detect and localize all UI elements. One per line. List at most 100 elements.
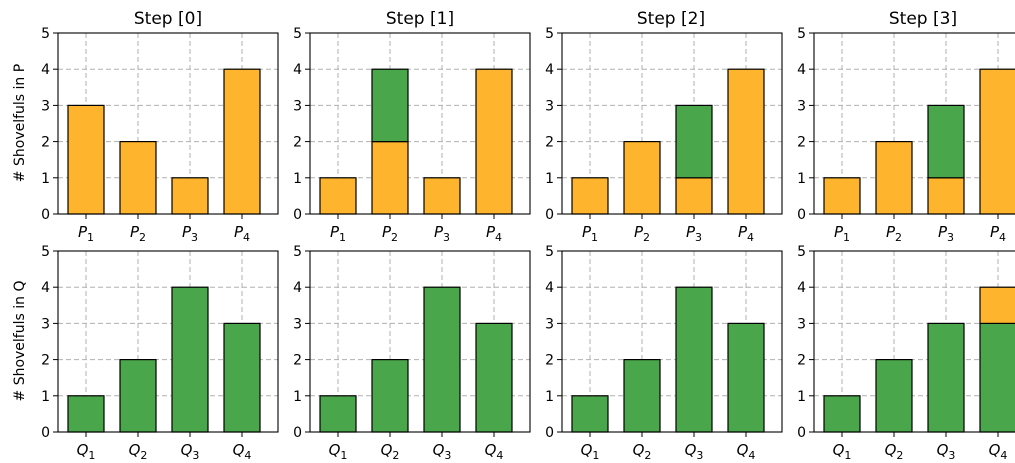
x-tick-label-q3: Q3 — [433, 441, 452, 462]
x-tick-label-p1: P1 — [582, 223, 598, 244]
y-tick-label: 1 — [797, 171, 806, 187]
panel-r0-c3: 0 1 2 3 4 5 P1 P2 P3 P4 — [797, 26, 1015, 244]
x-tick-label-q4: Q4 — [989, 441, 1008, 462]
y-tick-label: 1 — [293, 171, 302, 187]
y-tick-label: 1 — [545, 389, 554, 405]
y-tick-label: 5 — [545, 26, 554, 42]
y-tick-label: 5 — [293, 26, 302, 42]
x-tick-label-p2: P2 — [886, 223, 902, 244]
x-tick-label-q1: Q1 — [329, 441, 348, 462]
x-tick-label-p1: P1 — [330, 223, 346, 244]
x-tick-label-q1: Q1 — [581, 441, 600, 462]
x-tick-label-q3: Q3 — [685, 441, 704, 462]
y-tick-label: 0 — [545, 425, 554, 441]
y-tick-label: 5 — [797, 26, 806, 42]
x-tick-label-q3: Q3 — [937, 441, 956, 462]
bar-green-q3 — [675, 286, 713, 433]
y-tick-label: 5 — [293, 244, 302, 260]
x-tick-label-p2: P2 — [130, 223, 146, 244]
step-title-2: Step [2] — [637, 9, 705, 29]
x-tick-label-p4: P4 — [738, 223, 754, 244]
y-tick-label: 5 — [545, 244, 554, 260]
y-tick-label: 3 — [293, 316, 302, 332]
y-tick-label: 0 — [797, 207, 806, 223]
bar-green-q4 — [223, 322, 261, 433]
bar-orange-p3 — [423, 177, 461, 215]
bar-orange-p4 — [475, 68, 513, 215]
x-tick-label-q2: Q2 — [633, 441, 652, 462]
panel-r0-c2: 0 1 2 3 4 5 P1 P2 P3 P4 — [545, 26, 783, 244]
axes-frame — [561, 250, 783, 433]
x-tick-label-q3: Q3 — [181, 441, 200, 462]
x-tick-label-q4: Q4 — [485, 441, 504, 462]
x-tick-label-p2: P2 — [634, 223, 650, 244]
bar-green-q2 — [119, 359, 157, 433]
bar-orange-p2 — [119, 141, 157, 215]
bar-green-q4 — [475, 322, 513, 433]
y-tick-label: 2 — [545, 135, 554, 151]
bar-orange-p1 — [823, 177, 861, 215]
bar-green-p3 — [675, 104, 713, 179]
bar-green-q2 — [623, 359, 661, 433]
bar-orange-p1 — [571, 177, 609, 215]
panel-r1-c2: 0 1 2 3 4 5 Q1 Q2 Q3 Q4 — [545, 244, 783, 462]
bar-green-q3 — [927, 322, 965, 433]
y-tick-label: 4 — [293, 280, 302, 296]
bar-green-q4 — [979, 322, 1015, 433]
y-tick-label: 3 — [545, 316, 554, 332]
y-tick-label: 3 — [293, 98, 302, 114]
bar-green-q3 — [423, 286, 461, 433]
y-tick-label: 4 — [545, 280, 554, 296]
axes-frame — [57, 250, 279, 433]
axes-frame — [813, 32, 1015, 215]
step-title-1: Step [1] — [386, 9, 454, 29]
axes-frame — [57, 32, 279, 215]
y-tick-label: 1 — [41, 389, 50, 405]
x-tick-label-p4: P4 — [990, 223, 1006, 244]
y-tick-label: 2 — [545, 353, 554, 369]
x-tick-label-p4: P4 — [486, 223, 502, 244]
bar-orange-p2 — [623, 141, 661, 215]
x-tick-label-q1: Q1 — [833, 441, 852, 462]
axes-frame — [561, 32, 783, 215]
y-tick-label: 1 — [545, 171, 554, 187]
y-tick-label: 1 — [41, 171, 50, 187]
bar-green-q1 — [571, 395, 609, 433]
y-tick-label: 0 — [41, 207, 50, 223]
bar-orange-q4 — [979, 286, 1015, 325]
bar-orange-p1 — [67, 104, 105, 215]
bar-orange-p4 — [979, 68, 1015, 215]
y-tick-label: 0 — [293, 425, 302, 441]
bar-orange-p1 — [319, 177, 357, 215]
bar-green-p2 — [371, 68, 409, 143]
x-tick-label-p1: P1 — [78, 223, 94, 244]
y-tick-label: 2 — [293, 135, 302, 151]
x-tick-label-p3: P3 — [434, 223, 450, 244]
y-tick-label: 4 — [293, 62, 302, 78]
axes-frame — [309, 250, 531, 433]
bar-orange-p4 — [727, 68, 765, 215]
axes-frame — [309, 32, 531, 215]
panel-r0-c0: 0 1 2 3 4 5 P1 P2 P3 P4 — [41, 26, 279, 244]
axes-frame — [813, 250, 1015, 433]
y-tick-label: 0 — [797, 425, 806, 441]
bar-green-p3 — [927, 104, 965, 179]
row-label-q: # Shovelfuls in Q — [12, 281, 28, 402]
bar-green-q3 — [171, 286, 209, 433]
y-tick-label: 3 — [41, 316, 50, 332]
bar-green-q2 — [371, 359, 409, 433]
bar-orange-p3 — [675, 177, 713, 215]
y-tick-label: 1 — [293, 389, 302, 405]
bar-green-q4 — [727, 322, 765, 433]
bar-orange-p3 — [171, 177, 209, 215]
step-title-0: Step [0] — [134, 9, 202, 29]
y-tick-label: 2 — [41, 353, 50, 369]
panel-container: 0 1 2 3 4 5 P1 P2 P3 P4 0 1 2 3 4 5 P1 P2 P3 P4 0 1 2 3 4 5 P1 P2 P3… — [41, 26, 1015, 462]
y-tick-label: 5 — [41, 26, 50, 42]
x-tick-label-q2: Q2 — [129, 441, 148, 462]
bar-orange-p4 — [223, 68, 261, 215]
y-tick-label: 2 — [293, 353, 302, 369]
y-tick-label: 0 — [293, 207, 302, 223]
y-tick-label: 4 — [797, 280, 806, 296]
bar-green-q1 — [823, 395, 861, 433]
